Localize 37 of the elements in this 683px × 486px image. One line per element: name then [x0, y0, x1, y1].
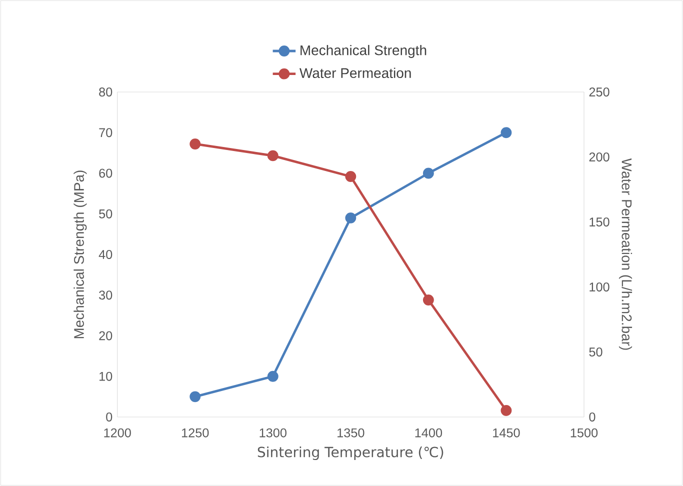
y-tick-label: 50: [99, 209, 112, 218]
y-tick-label: 60: [99, 168, 112, 178]
y2-tick-label: 250: [589, 88, 610, 96]
point: [345, 171, 356, 182]
y-tick-label: 10: [100, 372, 112, 381]
y-tick-label: 70: [99, 128, 112, 138]
point: [422, 294, 434, 306]
y-axis-title: Mechanical Strength (MPa): [74, 170, 87, 338]
y-tick-label: 20: [99, 331, 112, 340]
y-tick-label: 80: [99, 88, 112, 96]
y2-tick-label: 100: [590, 282, 610, 292]
x-tick-label: 1250: [182, 428, 209, 438]
y2-tick-label: 200: [589, 152, 610, 162]
legend-label: Mechanical Strength: [300, 44, 426, 58]
point: [345, 212, 356, 224]
point: [267, 370, 278, 382]
x-tick-label: 1350: [338, 428, 364, 438]
point: [190, 138, 201, 150]
y-tick-label: 30: [99, 290, 112, 300]
y2-tick-label: 50: [589, 348, 602, 356]
x-axis-title: Sintering Temperature (℃): [258, 446, 444, 460]
legend-label: Water Permeation: [300, 68, 411, 78]
point: [500, 405, 512, 416]
x-tick-label: 1450: [493, 428, 520, 438]
y2-tick-label: 150: [590, 218, 610, 226]
x-tick-label: 1200: [104, 428, 131, 438]
point: [500, 127, 512, 138]
y-tick-label: 0: [106, 412, 112, 422]
point: [422, 168, 434, 179]
y2-tick-label: 0: [589, 412, 596, 422]
x-tick-label: 1400: [415, 428, 442, 438]
x-tick-label: 1500: [570, 428, 598, 438]
y-tick-label: 40: [98, 250, 112, 259]
y2-axis-title: Water Permeation (L/h.m2.bar): [618, 158, 632, 350]
point: [267, 150, 278, 162]
x-tick-label: 1300: [260, 428, 286, 438]
point: [190, 391, 201, 402]
